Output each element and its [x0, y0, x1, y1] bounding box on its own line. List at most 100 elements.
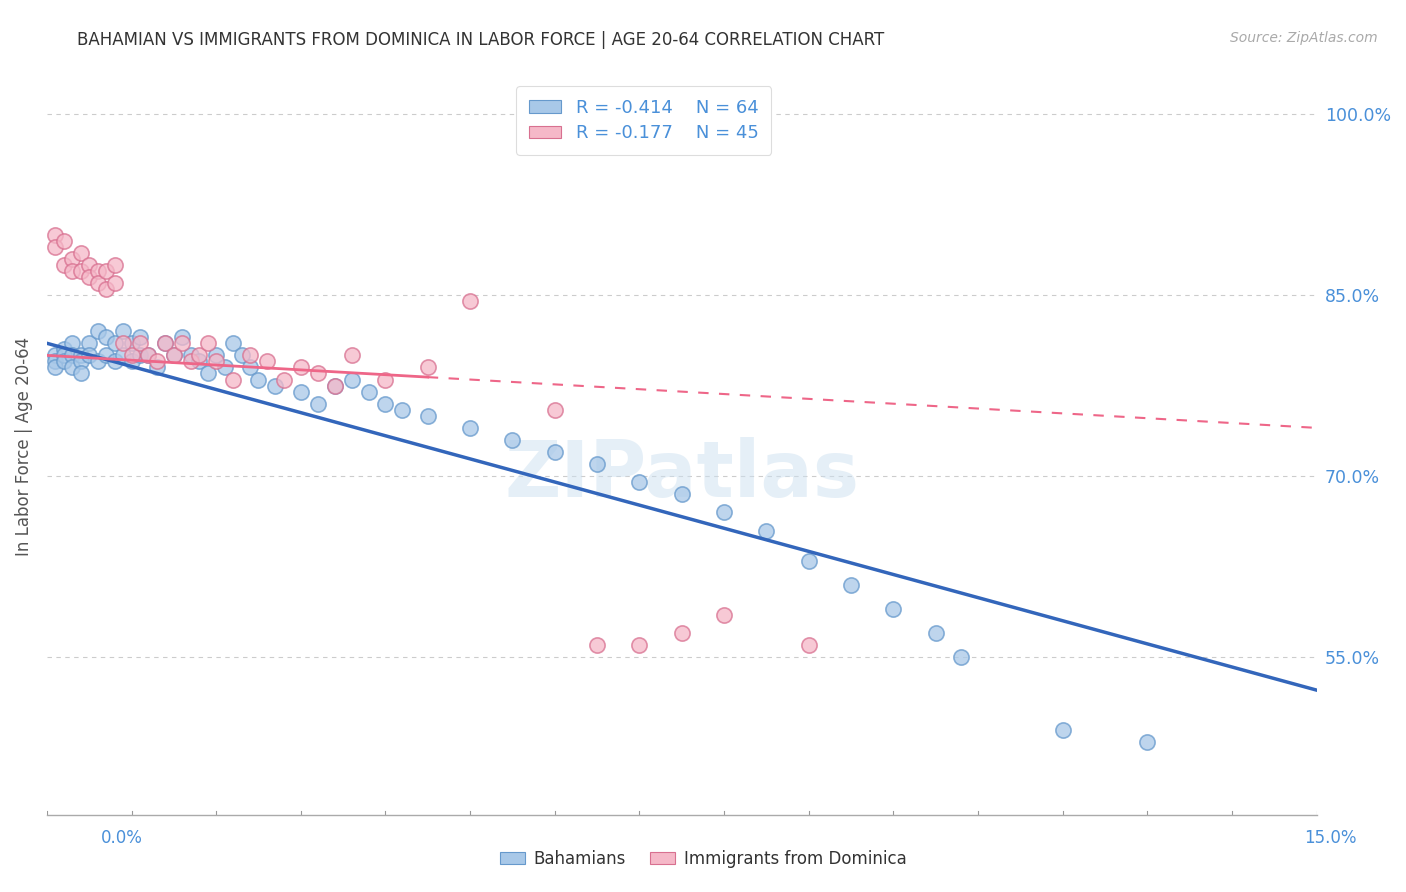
Point — [188, 348, 211, 362]
Point — [44, 227, 66, 242]
Point — [146, 360, 169, 375]
Point — [247, 372, 270, 386]
Point — [52, 354, 75, 368]
Point — [86, 354, 108, 368]
Point — [205, 348, 228, 362]
Point — [256, 354, 278, 368]
Point — [146, 354, 169, 368]
Point — [77, 258, 100, 272]
Point — [129, 330, 152, 344]
Point — [391, 402, 413, 417]
Point — [755, 524, 778, 538]
Legend: Bahamians, Immigrants from Dominica: Bahamians, Immigrants from Dominica — [494, 844, 912, 875]
Point — [121, 354, 143, 368]
Point — [52, 348, 75, 362]
Point — [197, 367, 219, 381]
Point — [69, 264, 91, 278]
Point — [155, 336, 177, 351]
Point — [323, 378, 346, 392]
Point — [416, 409, 439, 423]
Point — [180, 354, 202, 368]
Point — [44, 239, 66, 253]
Point — [172, 336, 194, 351]
Point — [214, 360, 236, 375]
Point — [188, 354, 211, 368]
Point — [60, 264, 83, 278]
Point — [797, 639, 820, 653]
Point — [69, 348, 91, 362]
Point — [1052, 723, 1074, 737]
Point — [121, 348, 143, 362]
Point — [52, 258, 75, 272]
Point — [357, 384, 380, 399]
Point — [374, 397, 396, 411]
Point — [323, 378, 346, 392]
Text: Source: ZipAtlas.com: Source: ZipAtlas.com — [1230, 31, 1378, 45]
Point — [121, 336, 143, 351]
Point — [44, 348, 66, 362]
Point — [586, 457, 609, 471]
Point — [839, 578, 862, 592]
Point — [112, 336, 135, 351]
Text: ZIPatlas: ZIPatlas — [505, 437, 859, 514]
Point — [340, 348, 363, 362]
Point — [129, 336, 152, 351]
Point — [94, 264, 117, 278]
Point — [924, 626, 946, 640]
Point — [628, 639, 651, 653]
Point — [374, 372, 396, 386]
Point — [138, 348, 160, 362]
Point — [52, 234, 75, 248]
Point — [797, 554, 820, 568]
Point — [60, 252, 83, 266]
Point — [671, 487, 693, 501]
Point — [586, 639, 609, 653]
Point — [239, 348, 262, 362]
Point — [290, 384, 312, 399]
Point — [104, 336, 127, 351]
Point — [163, 348, 186, 362]
Point — [86, 324, 108, 338]
Point — [155, 336, 177, 351]
Point — [222, 336, 245, 351]
Point — [138, 348, 160, 362]
Point — [112, 348, 135, 362]
Point — [77, 348, 100, 362]
Point — [628, 475, 651, 490]
Text: 0.0%: 0.0% — [101, 829, 143, 847]
Point — [69, 354, 91, 368]
Point — [307, 367, 329, 381]
Point — [544, 402, 567, 417]
Point — [544, 445, 567, 459]
Point — [458, 421, 481, 435]
Point — [172, 330, 194, 344]
Point — [205, 354, 228, 368]
Point — [458, 293, 481, 308]
Point — [52, 343, 75, 357]
Point — [197, 336, 219, 351]
Point — [671, 626, 693, 640]
Point — [60, 348, 83, 362]
Point — [60, 336, 83, 351]
Point — [1136, 735, 1159, 749]
Point — [94, 330, 117, 344]
Point — [239, 360, 262, 375]
Point — [94, 282, 117, 296]
Point — [416, 360, 439, 375]
Point — [129, 348, 152, 362]
Point — [264, 378, 287, 392]
Point — [882, 602, 904, 616]
Point — [44, 354, 66, 368]
Point — [112, 324, 135, 338]
Text: 15.0%: 15.0% — [1305, 829, 1357, 847]
Point — [501, 433, 523, 447]
Y-axis label: In Labor Force | Age 20-64: In Labor Force | Age 20-64 — [15, 336, 32, 556]
Point — [307, 397, 329, 411]
Point — [163, 348, 186, 362]
Point — [44, 360, 66, 375]
Point — [340, 372, 363, 386]
Point — [222, 372, 245, 386]
Point — [94, 348, 117, 362]
Point — [69, 367, 91, 381]
Point — [180, 348, 202, 362]
